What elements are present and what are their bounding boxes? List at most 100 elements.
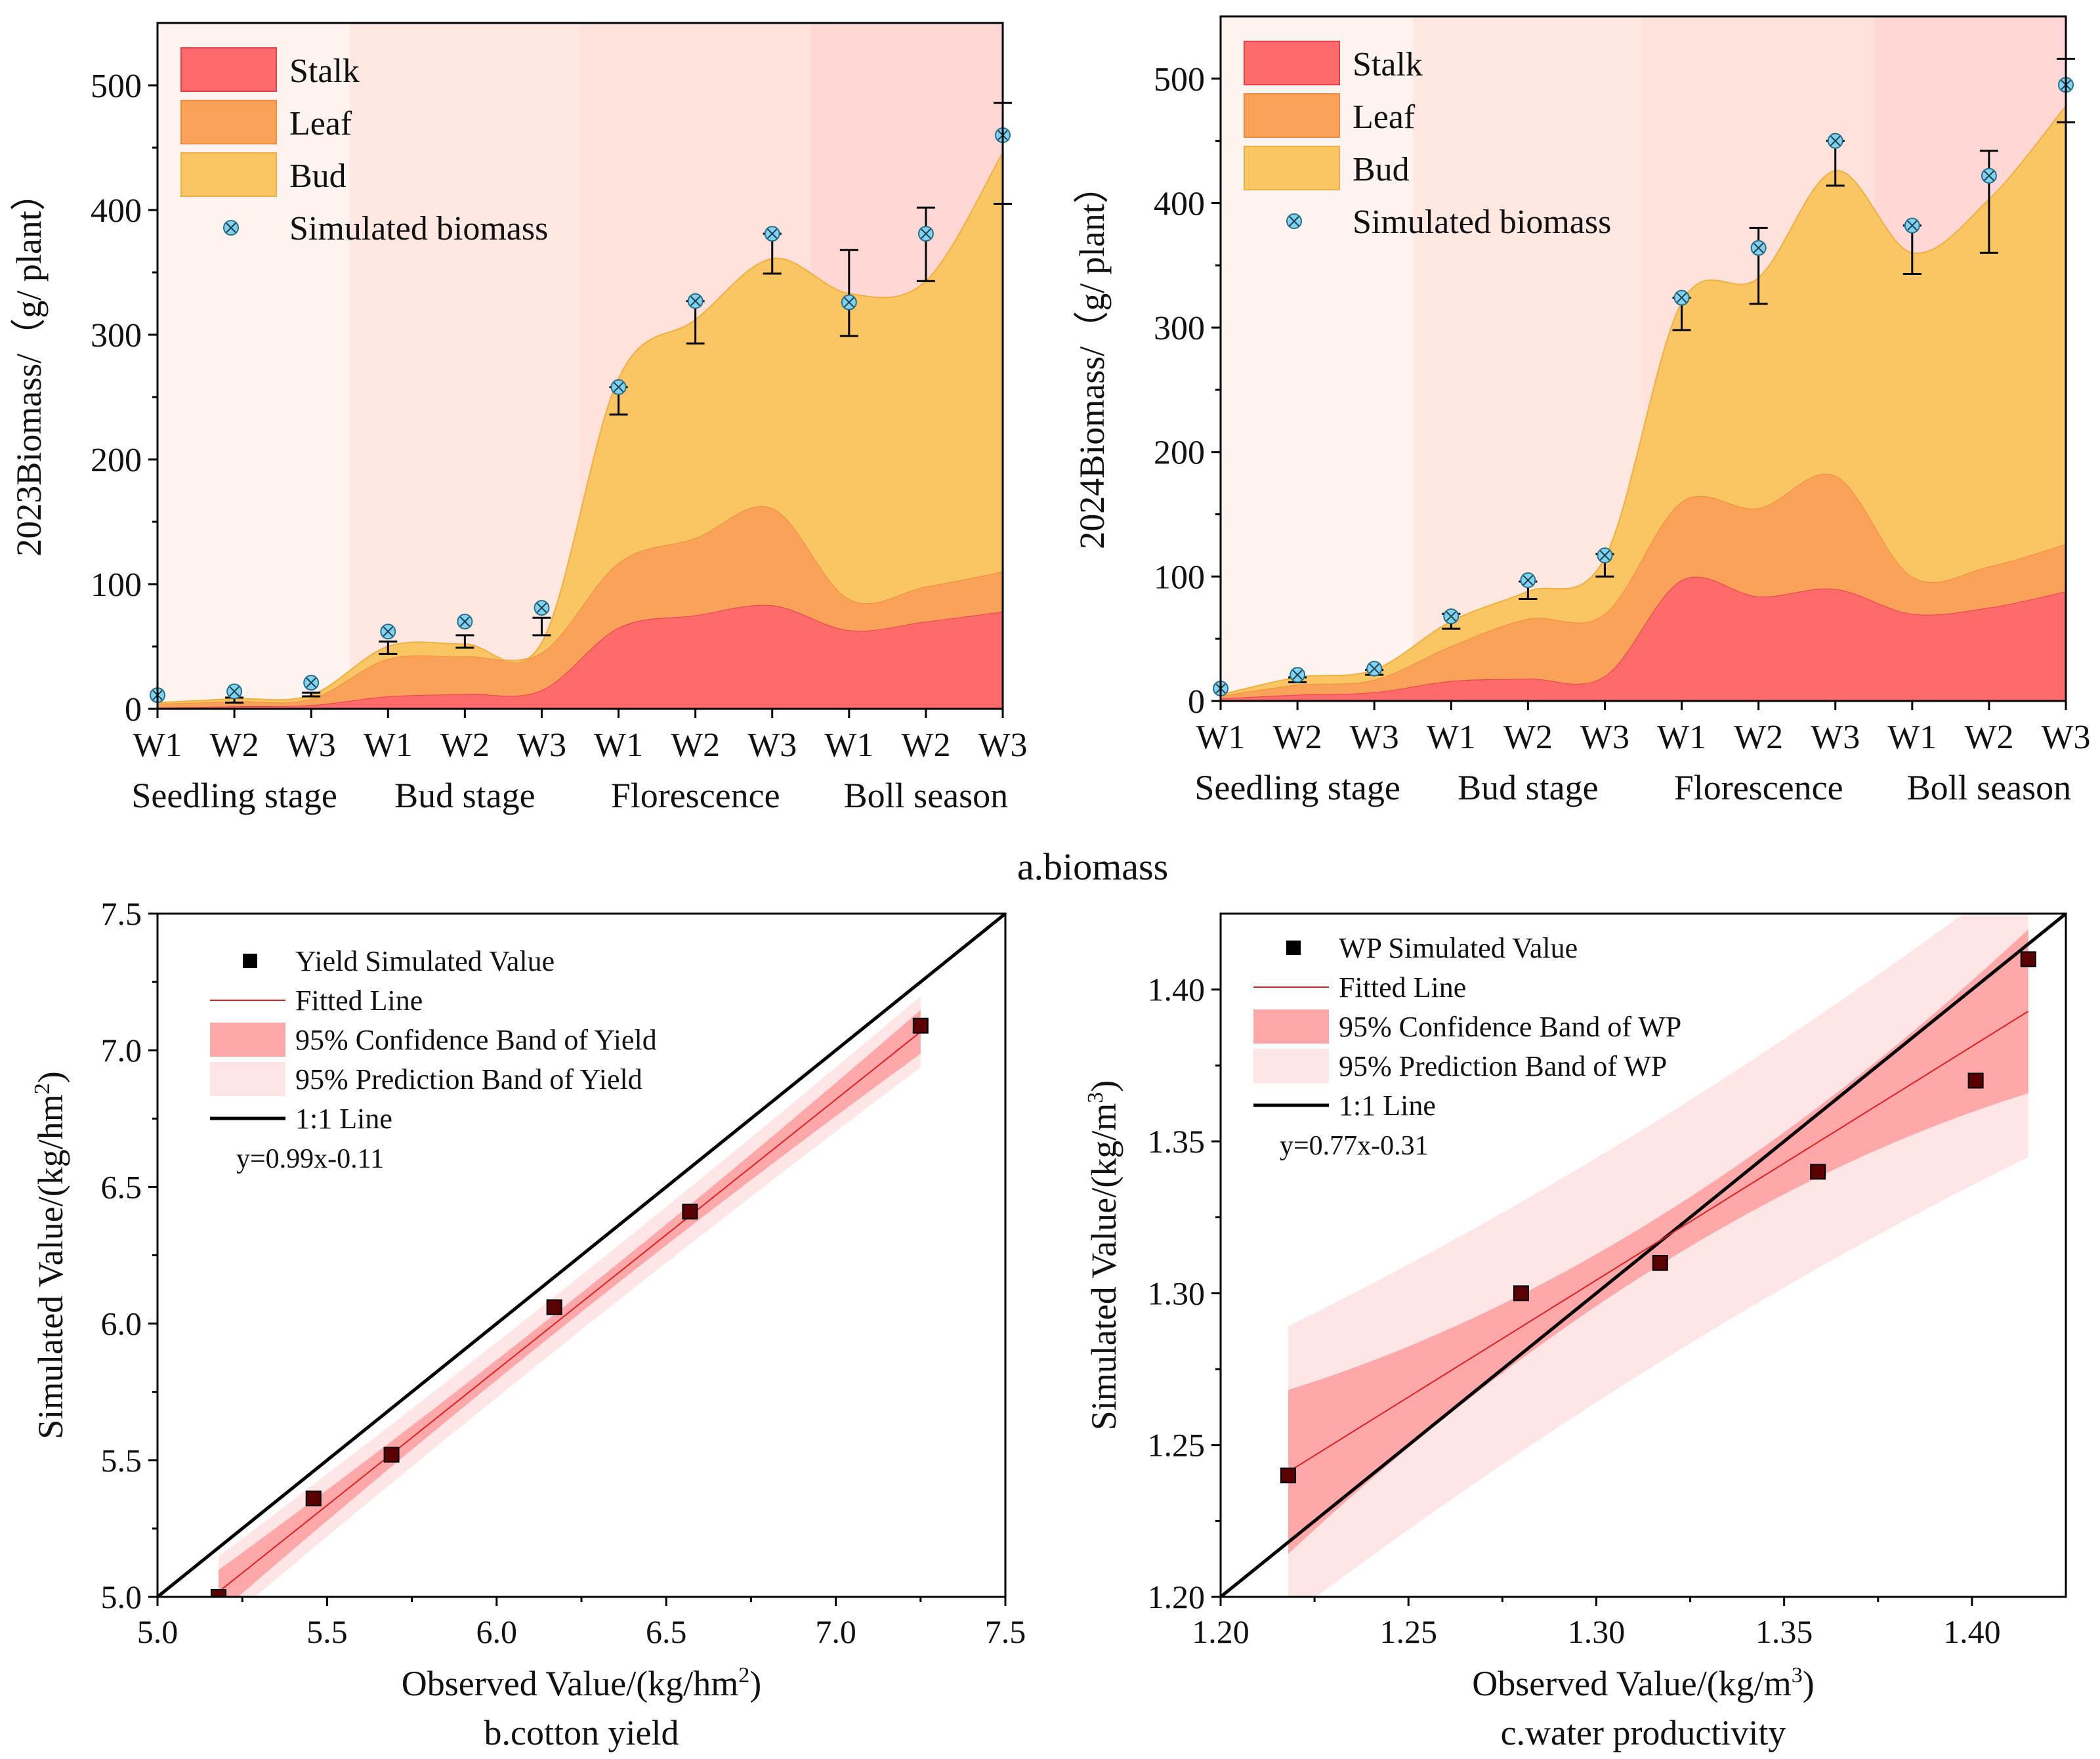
biomass2023-area-leaf [158,506,1003,708]
biomass2024-area-bud [1221,106,2066,696]
biomass2023-y-tick-label: 300 [91,317,142,354]
biomass2024-x-tick-label: W1 [1887,719,1937,756]
wp-y-tick-label: 1.30 [1148,1275,1206,1311]
wp-one-to-one-line [1221,914,2066,1597]
biomass2023-x-tick-label: W1 [133,727,182,764]
biomass2024-y-tick-label: 500 [1154,61,1205,98]
biomass2023-area-stalk [158,604,1003,709]
yield-data-point-6 [912,1017,929,1034]
biomass2023-stage-label-1: Seedling stage [131,776,337,815]
biomass2024-y-tick-label: 400 [1154,185,1205,223]
biomass2024-stage-label-1: Seedling stage [1194,768,1400,807]
biomass2023-legend-swatch-bud [180,152,277,197]
biomass2024-sim-marker-cross [1830,135,1841,146]
biomass2023-error-bar-11 [916,206,935,282]
biomass2024-y-tick-label: 100 [1154,559,1205,596]
yield-x-tick-label: 5.0 [137,1613,178,1650]
yield-y-axis-label-text: Simulated Value/(kg/hm [31,1094,70,1439]
wp-equation: y=0.77x-0.31 [1280,1131,1429,1161]
yield-data-point-3 [383,1447,400,1463]
yield-y-tick-label: 5.0 [101,1579,142,1615]
biomass2024-sim-marker-cross [1753,243,1764,253]
biomass2023-y-tick-label: 0 [125,691,142,729]
biomass2023-sim-marker-cross [844,297,854,308]
yield-x-tick-label: 7.0 [815,1613,856,1650]
biomass2024-legend-label: Leaf [1353,98,1416,136]
biomass2024-sim-marker-cross [1292,669,1303,680]
wp-legend-label: 95% Prediction Band of WP [1339,1050,1667,1082]
biomass2023-sim-point-9 [764,226,780,242]
biomass2023-area-edge-bud [157,152,1003,704]
yield-data-point-1 [211,1589,227,1597]
wp-legend-swatch-prediction [1253,1049,1329,1083]
biomass2023-sim-marker-cross [921,228,931,239]
biomass2023-stage-label-4: Boll season [844,776,1009,815]
biomass2024-area-stalk [1221,576,2066,701]
wp-x-tick-label: 1.35 [1755,1613,1813,1650]
biomass2023-y-axis-label: 2023Biomass/（g/ plant） [9,175,49,557]
biomass2024-sim-point-3 [1366,660,1383,677]
wp-legend-label: 95% Confidence Band of WP [1339,1011,1681,1043]
biomass2024-x-tick-label: W2 [1273,719,1322,756]
biomass2024-sim-marker-cross [1446,611,1456,622]
biomass2024-sim-point-2 [1290,667,1306,683]
figure-caption-biomass: a.biomass [1017,845,1168,888]
biomass2023-sim-marker-cross [767,228,778,239]
biomass2023-sim-marker-cross [536,603,547,613]
biomass2023-sim-marker-cross [383,626,393,637]
biomass2023-y-tick-label: 100 [91,566,142,604]
biomass2023-x-tick-label: W3 [978,727,1027,764]
wp-plot-frame [1219,912,2067,1598]
yield-x-axis-label: Observed Value/(kg/hm2) [402,1663,761,1703]
biomass2024-sim-marker-cross [1676,292,1687,303]
biomass2024-x-tick-label: W1 [1657,719,1706,756]
biomass2024-error-bar-11 [1979,150,1998,254]
biomass2024-legend-swatch-stalk [1244,41,1340,85]
yield-y-tick-label: 6.0 [101,1305,142,1342]
biomass2024-x-tick-label: W3 [1580,719,1629,756]
biomass2023-legend-label: Simulated biomass [289,210,548,247]
biomass2024-x-tick-label: W2 [1503,719,1553,756]
biomass2024-legend: Stalk Leaf Bud Simulated biomass [1244,41,1611,241]
wp-data-point-4 [1810,1164,1826,1180]
biomass2024-sim-marker-cross [1599,550,1610,561]
biomass2023-legend-swatch-leaf [180,100,277,144]
biomass2024-sim-point-7 [1673,289,1690,306]
biomass2024-sim-point-8 [1750,240,1767,256]
biomass2023-y-tick-label: 200 [91,442,142,479]
wp-y-axis-label: Simulated Value/(kg/m3) [1083,1080,1124,1430]
yield-legend-label: 1:1 Line [295,1103,392,1135]
biomass2023-x-tick-label: W1 [824,727,873,764]
yield-legend-label: 95% Confidence Band of Yield [295,1024,657,1056]
biomass2023-sim-point-10 [841,294,857,310]
biomass2023-stage-label-2: Bud stage [394,776,535,815]
biomass2023-sim-marker-cross [613,382,624,392]
cotton-yield-chart: 5.0 5.5 6.0 6.5 7.0 7.5 5.0 5.5 6.0 6.5 7.0 7.5 Obse… [30,895,1026,1752]
biomass2023-error-bar-3 [302,691,321,698]
biomass2023-y-tick-label: 400 [91,192,142,230]
biomass2024-stage-label-3: Florescence [1674,768,1843,807]
yield-fitted-line [218,1031,921,1593]
yield-y-tick-label: 7.0 [101,1032,142,1069]
wp-y-tick-label: 1.20 [1148,1579,1206,1615]
wp-data-point-5 [1967,1072,1984,1089]
biomass2024-sim-point-9 [1827,133,1843,149]
biomass2024-legend-label: Bud [1353,151,1410,188]
biomass2024-x-tick-label: W2 [1964,719,2013,756]
yield-y-tick-label: 7.5 [101,895,142,932]
biomass2024-legend-swatch-leaf [1244,93,1340,138]
water-productivity-chart: 1.20 1.25 1.30 1.35 1.40 1.20 1.25 1.30 1.35 1.40… [1083,912,2067,1752]
wp-legend-swatch-point [1286,941,1301,955]
biomass2023-error-bar-10 [839,249,858,337]
biomass2023-sim-point-3 [303,675,320,691]
biomass2024-legend-label: Simulated biomass [1353,203,1611,241]
yield-y-axis-label-sup: 2 [30,1083,54,1094]
biomass2023-error-bar-4 [379,640,398,655]
biomass2024-plot-frame [1219,15,2067,702]
biomass2023-plot-frame [156,22,1004,710]
yield-y-axis-label-close: ) [31,1071,70,1083]
yield-one-to-one-line [158,914,1005,1597]
biomass2024-stage-label-2: Bud stage [1458,768,1598,807]
wp-x-tick-label: 1.25 [1379,1613,1437,1650]
